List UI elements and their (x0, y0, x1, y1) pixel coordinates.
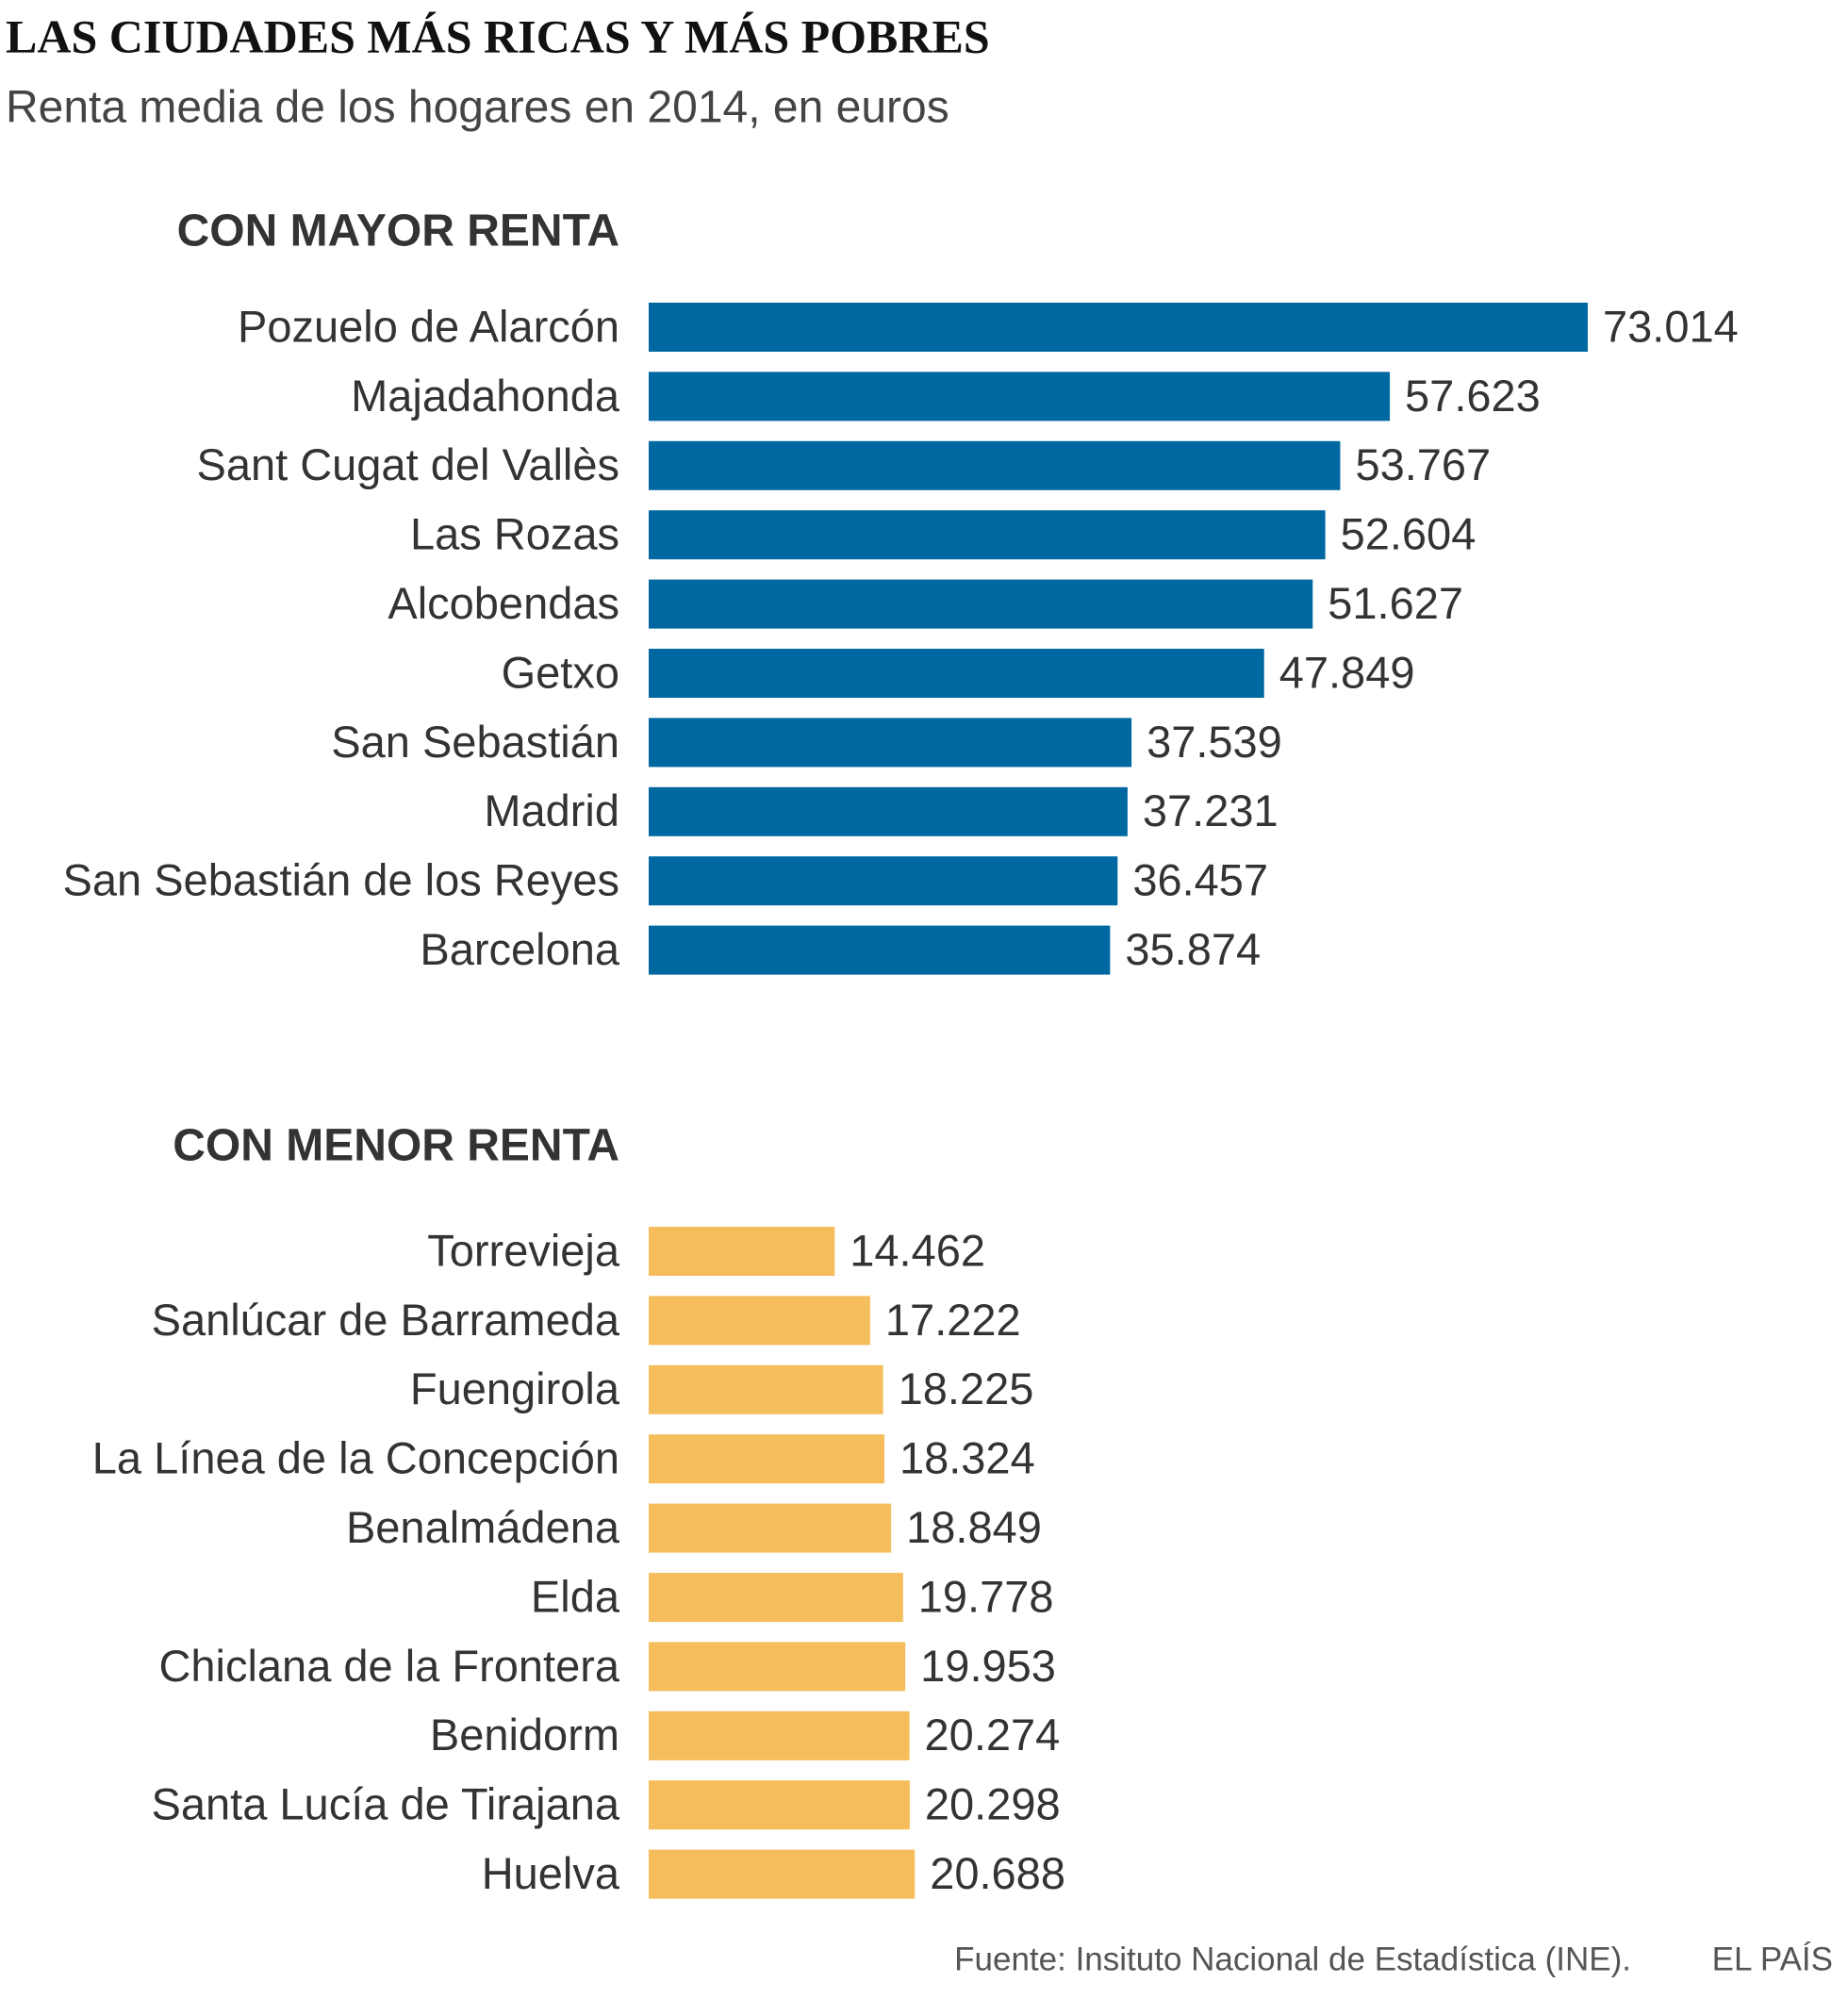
category-label: Pozuelo de Alarcón (238, 301, 619, 351)
category-label: Chiclana de la Frontera (158, 1641, 619, 1691)
bar (649, 1573, 903, 1622)
section-title: CON MAYOR RENTA (177, 207, 619, 256)
category-label: Las Rozas (410, 509, 619, 559)
section-title: CON MENOR RENTA (173, 1121, 619, 1171)
bar (649, 1849, 916, 1899)
bar (649, 718, 1132, 768)
value-label: 51.627 (1328, 578, 1463, 628)
value-label: 57.623 (1405, 371, 1541, 421)
value-label: 47.849 (1279, 647, 1415, 697)
bar (649, 579, 1313, 629)
category-label: San Sebastián de los Reyes (63, 855, 619, 905)
category-label: Barcelona (420, 924, 619, 974)
bar (649, 1434, 884, 1484)
bar (649, 440, 1341, 490)
value-label: 18.324 (899, 1433, 1035, 1483)
category-label: Madrid (484, 785, 619, 835)
category-label: Huelva (482, 1848, 620, 1898)
bar (649, 1227, 835, 1276)
value-label: 19.953 (920, 1641, 1056, 1691)
category-label: San Sebastián (331, 717, 619, 767)
value-label: 17.222 (885, 1295, 1021, 1345)
bar (649, 1710, 910, 1760)
value-label: 37.231 (1143, 785, 1279, 835)
category-label: Majadahonda (351, 371, 620, 421)
category-label: Alcobendas (388, 578, 619, 628)
bar (649, 1364, 883, 1414)
value-label: 20.688 (930, 1848, 1065, 1898)
value-label: 36.457 (1132, 855, 1268, 905)
value-label: 73.014 (1603, 301, 1739, 351)
bar (649, 510, 1326, 560)
bar (649, 303, 1588, 352)
bar (649, 1503, 892, 1553)
source: Fuente: Insituto Nacional de Estadística… (954, 1941, 1631, 1977)
category-label: Fuengirola (410, 1363, 620, 1413)
title: LAS CIUDADES MÁS RICAS Y MÁS POBRES (6, 9, 990, 62)
category-label: Santa Lucía de Tirajana (152, 1779, 620, 1829)
bar (649, 925, 1111, 975)
value-label: 20.274 (925, 1710, 1061, 1760)
value-label: 18.225 (899, 1363, 1034, 1413)
value-label: 52.604 (1341, 509, 1477, 559)
category-label: Benidorm (430, 1710, 619, 1760)
category-label: Torrevieja (427, 1225, 620, 1275)
bar (649, 786, 1128, 836)
value-label: 35.874 (1125, 924, 1261, 974)
category-label: Sanlúcar de Barrameda (152, 1295, 620, 1345)
category-label: La Línea de la Concepción (92, 1433, 619, 1483)
value-label: 19.778 (918, 1571, 1054, 1621)
value-label: 14.462 (850, 1225, 985, 1275)
bar (649, 856, 1118, 906)
bar (649, 649, 1264, 698)
value-label: 53.767 (1355, 439, 1491, 489)
value-label: 18.849 (906, 1502, 1042, 1552)
subtitle: Renta media de los hogares en 2014, en e… (6, 83, 949, 133)
value-label: 37.539 (1147, 717, 1282, 767)
bar (649, 1296, 870, 1346)
category-label: Benalmádena (346, 1502, 620, 1552)
category-label: Elda (531, 1571, 620, 1621)
bar (649, 1780, 910, 1830)
bar (649, 372, 1391, 421)
bar (649, 1642, 906, 1692)
brand: EL PAÍS (1712, 1941, 1833, 1977)
value-label: 20.298 (925, 1779, 1061, 1829)
category-label: Sant Cugat del Vallès (196, 439, 619, 489)
category-label: Getxo (502, 647, 619, 697)
